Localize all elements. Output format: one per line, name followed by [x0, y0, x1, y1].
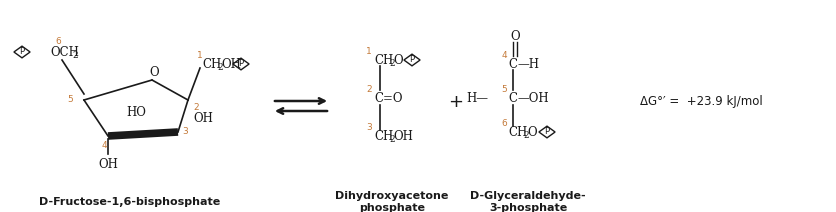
- Text: C: C: [508, 57, 517, 71]
- Text: D-Glyceraldehyde-
3-phosphate: D-Glyceraldehyde- 3-phosphate: [470, 191, 586, 212]
- Text: 2: 2: [389, 59, 395, 68]
- Text: 2: 2: [193, 103, 199, 113]
- Text: HO: HO: [126, 106, 146, 119]
- Text: 2: 2: [389, 135, 395, 144]
- Text: Dihydroxyacetone
phosphate: Dihydroxyacetone phosphate: [335, 191, 449, 212]
- Text: 1: 1: [366, 47, 372, 57]
- Text: CH: CH: [202, 57, 222, 71]
- Text: 6: 6: [502, 120, 507, 128]
- Text: 4: 4: [502, 52, 507, 60]
- Text: 1: 1: [197, 50, 203, 60]
- Text: O: O: [393, 53, 403, 67]
- Text: C: C: [508, 92, 517, 105]
- Text: ΔG°′ =  +23.9 kJ/mol: ΔG°′ = +23.9 kJ/mol: [640, 95, 762, 109]
- Text: 2: 2: [72, 50, 78, 60]
- Text: OH: OH: [393, 130, 413, 142]
- Text: D-Fructose-1,6-bisphosphate: D-Fructose-1,6-bisphosphate: [39, 197, 221, 207]
- Text: P: P: [544, 127, 549, 137]
- Text: OH: OH: [221, 57, 241, 71]
- Text: —OH: —OH: [517, 92, 548, 105]
- Text: P: P: [410, 56, 415, 64]
- Text: OCH: OCH: [50, 46, 79, 59]
- Text: OH: OH: [98, 158, 118, 170]
- Text: P: P: [19, 47, 24, 57]
- Text: OH: OH: [193, 112, 213, 124]
- Text: 5: 5: [502, 85, 507, 95]
- Text: H—: H—: [466, 92, 488, 105]
- Text: —H: —H: [517, 57, 539, 71]
- Text: 2: 2: [523, 131, 528, 140]
- Text: 3: 3: [366, 124, 372, 132]
- Text: CH: CH: [374, 53, 393, 67]
- Text: C=O: C=O: [374, 92, 402, 105]
- Text: 2: 2: [366, 85, 372, 95]
- Text: CH: CH: [374, 130, 393, 142]
- Text: 5: 5: [67, 95, 73, 105]
- Text: O: O: [527, 126, 537, 138]
- Text: +: +: [448, 93, 463, 111]
- Text: 3: 3: [182, 127, 188, 137]
- Text: O: O: [510, 29, 520, 42]
- Text: P: P: [238, 60, 243, 68]
- Text: 2: 2: [217, 63, 222, 72]
- Text: O: O: [149, 66, 159, 78]
- Text: CH: CH: [508, 126, 528, 138]
- Text: 6: 6: [55, 36, 61, 46]
- Text: 4: 4: [101, 141, 107, 151]
